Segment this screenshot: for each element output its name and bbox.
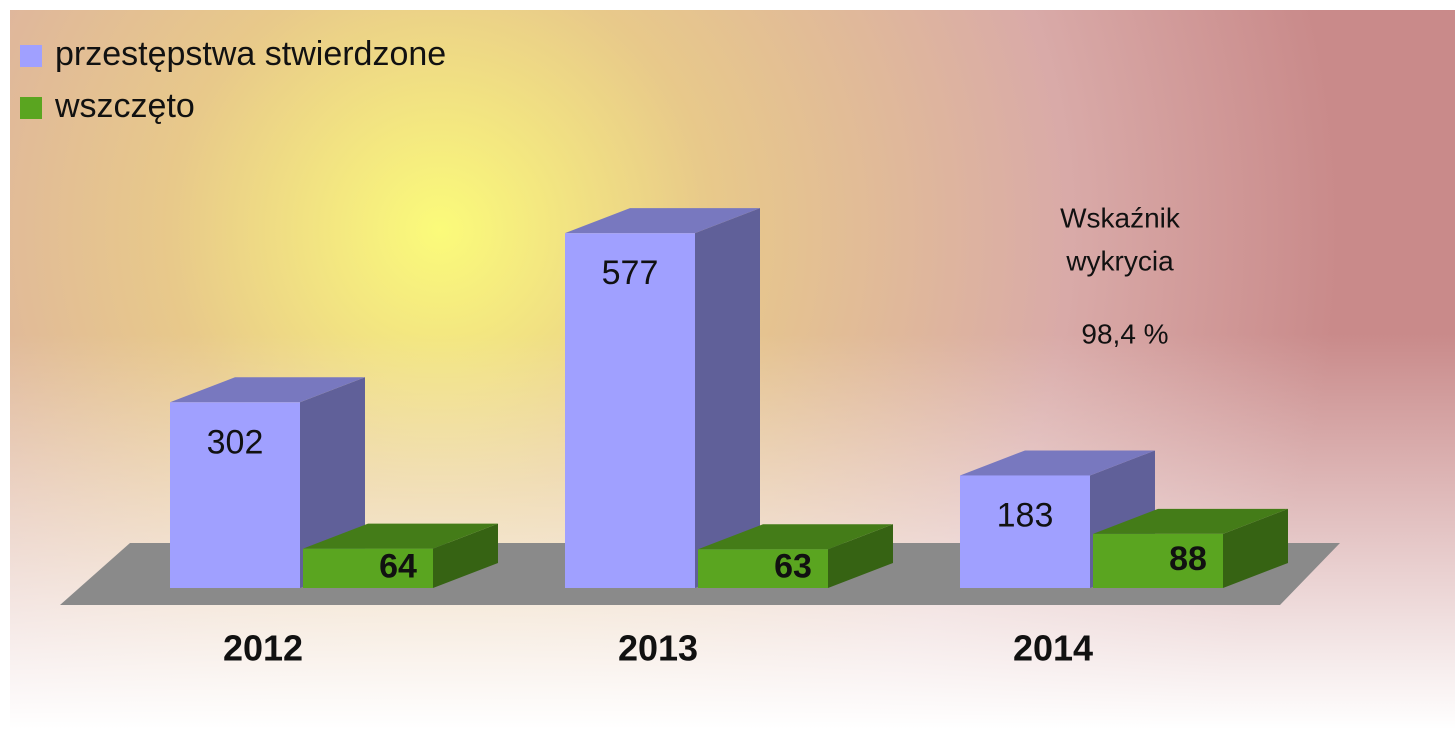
- annotation-value: 98,4 %: [1081, 318, 1168, 349]
- bar: [1093, 533, 1223, 588]
- x-tick-label: 2013: [618, 628, 698, 669]
- legend-swatch: [20, 97, 42, 119]
- bar-side: [1223, 508, 1288, 588]
- bar: [960, 475, 1090, 588]
- bar: [565, 233, 695, 588]
- x-tick-label: 2012: [223, 628, 303, 669]
- data-label: 64: [379, 547, 417, 585]
- data-label: 577: [602, 254, 659, 292]
- data-label: 183: [997, 496, 1054, 534]
- legend-label: wszczęto: [54, 87, 195, 125]
- bar-side: [695, 208, 760, 588]
- bar-top: [1093, 508, 1288, 534]
- bar-side: [828, 524, 893, 588]
- bar: [303, 548, 433, 588]
- legend-label: przestępstwa stwierdzone: [55, 35, 446, 73]
- bar-top: [698, 524, 893, 550]
- bar-top: [565, 208, 760, 234]
- data-label: 63: [774, 548, 812, 586]
- bar-side: [433, 523, 498, 588]
- bar: [170, 402, 300, 588]
- bar-top: [960, 450, 1155, 476]
- x-tick-label: 2014: [1013, 628, 1093, 669]
- bar: [698, 549, 828, 588]
- annotation-line: Wskaźnik: [1060, 202, 1181, 233]
- data-label: 88: [1169, 540, 1207, 578]
- data-label: 302: [207, 423, 264, 461]
- legend-swatch: [20, 45, 42, 67]
- bar-top: [303, 523, 498, 549]
- bar-top: [170, 377, 365, 403]
- annotation-line: wykrycia: [1065, 245, 1174, 276]
